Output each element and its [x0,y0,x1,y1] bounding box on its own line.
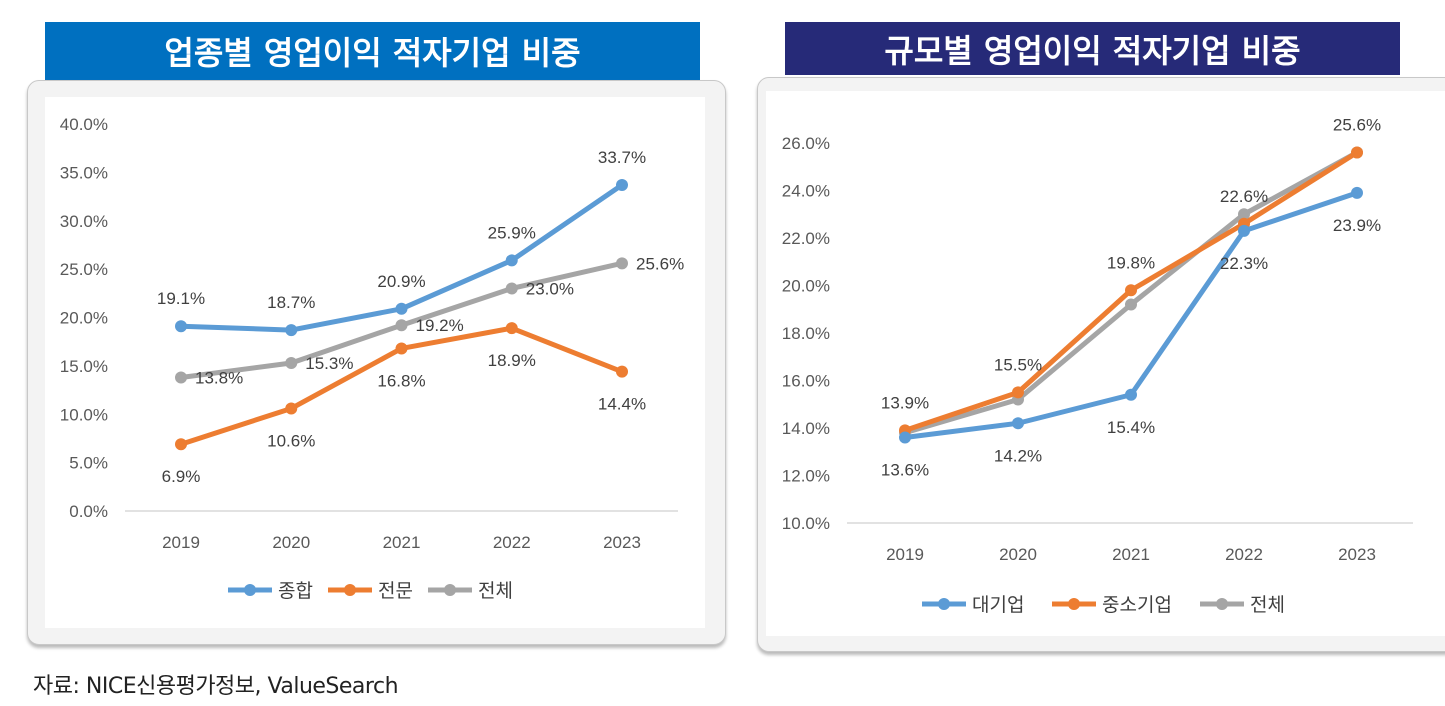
data-point-전체 [1238,208,1250,221]
legend-label: 중소기업 [1102,594,1172,616]
x-tick-label: 2023 [603,533,641,552]
y-tick-label: 14.0% [782,419,830,438]
data-label: 16.8% [377,371,425,390]
data-label: 13.8% [195,368,243,387]
data-label: 10.6% [267,431,315,450]
data-label: 15.3% [305,354,353,373]
data-label: 19.1% [157,289,205,308]
data-label: 22.3% [1220,254,1268,273]
y-tick-label: 15.0% [60,357,108,376]
y-tick-label: 5.0% [69,454,108,473]
y-tick-label: 24.0% [782,182,830,201]
data-label: 13.9% [881,393,929,412]
data-point-전문 [616,365,628,378]
data-point-전체 [1125,298,1137,311]
data-label: 18.9% [488,351,536,370]
data-point-중소기업 [1351,146,1363,159]
data-point-대기업 [1012,417,1024,430]
data-label: 14.4% [598,395,646,414]
legend-label: 전체 [1250,594,1285,616]
legend-label: 전문 [378,580,413,602]
data-label: 13.6% [881,461,929,480]
right-plot-area [766,91,1445,636]
data-point-전체 [505,282,518,295]
data-label: 25.9% [488,223,536,242]
series-line-대기업 [904,190,1358,440]
x-tick-label: 2022 [1225,545,1263,564]
data-label: 19.8% [1107,253,1155,272]
x-tick-label: 2020 [272,533,310,552]
data-point-종합 [616,178,628,191]
data-label: 19.2% [416,316,464,335]
y-tick-label: 20.0% [60,309,108,328]
data-point-종합 [395,302,408,315]
data-label: 15.4% [1107,418,1155,437]
legend-label: 대기업 [972,594,1024,616]
y-tick-label: 26.0% [782,134,830,153]
y-tick-label: 12.0% [782,467,830,486]
data-point-전문 [175,438,187,451]
y-tick-label: 40.0% [60,115,108,134]
legend-marker-중소기업 [1068,598,1080,610]
legend-marker-전체 [444,584,456,596]
legend-marker-전체 [1216,598,1228,610]
data-point-전체 [175,371,187,384]
y-tick-label: 0.0% [69,502,108,521]
data-point-종합 [175,320,187,333]
data-point-중소기업 [1125,284,1137,297]
data-label: 25.6% [636,254,684,273]
x-tick-label: 2021 [1112,545,1150,564]
legend-marker-전문 [344,584,356,596]
y-tick-label: 35.0% [60,163,108,182]
x-tick-label: 2020 [999,545,1037,564]
data-point-대기업 [1351,186,1363,199]
data-label: 25.6% [1333,116,1381,135]
source-note: 자료: NICE신용평가정보, ValueSearch [33,674,399,699]
right-chart-title: 규모별 영업이익 적자기업 비중 [785,22,1400,75]
legend-marker-종합 [244,584,256,596]
data-point-대기업 [899,431,911,444]
y-tick-label: 16.0% [782,372,830,391]
data-point-종합 [505,254,518,267]
y-tick-label: 22.0% [782,229,830,248]
y-tick-label: 18.0% [782,324,830,343]
data-point-전체 [285,356,298,369]
legend-label: 전체 [478,580,513,602]
data-label: 14.2% [994,446,1042,465]
x-tick-label: 2021 [383,533,421,552]
data-label: 33.7% [598,148,646,167]
data-point-전체 [616,257,628,270]
data-point-대기업 [1125,388,1137,401]
data-point-대기업 [1238,224,1250,237]
data-point-전체 [395,319,408,332]
data-point-중소기업 [1012,386,1024,399]
data-label: 15.5% [994,355,1042,374]
data-point-전문 [505,322,518,335]
legend-marker-대기업 [938,598,950,610]
x-tick-label: 2019 [162,533,200,552]
y-tick-label: 25.0% [60,260,108,279]
legend-label: 종합 [278,580,313,602]
data-label: 22.6% [1220,187,1268,206]
y-tick-label: 20.0% [782,277,830,296]
y-tick-label: 10.0% [60,405,108,424]
data-point-종합 [285,324,298,337]
x-tick-label: 2022 [493,533,531,552]
x-tick-label: 2023 [1338,545,1376,564]
data-point-전문 [395,342,408,355]
left-chart-title: 업종별 영업이익 적자기업 비중 [45,22,700,80]
y-tick-label: 30.0% [60,212,108,231]
data-point-전문 [285,402,298,415]
x-tick-label: 2019 [886,545,924,564]
data-label: 18.7% [267,293,315,312]
data-label: 20.9% [377,272,425,291]
y-tick-label: 10.0% [782,514,830,533]
data-label: 23.0% [526,279,574,298]
data-label: 6.9% [162,467,201,486]
data-label: 23.9% [1333,216,1381,235]
